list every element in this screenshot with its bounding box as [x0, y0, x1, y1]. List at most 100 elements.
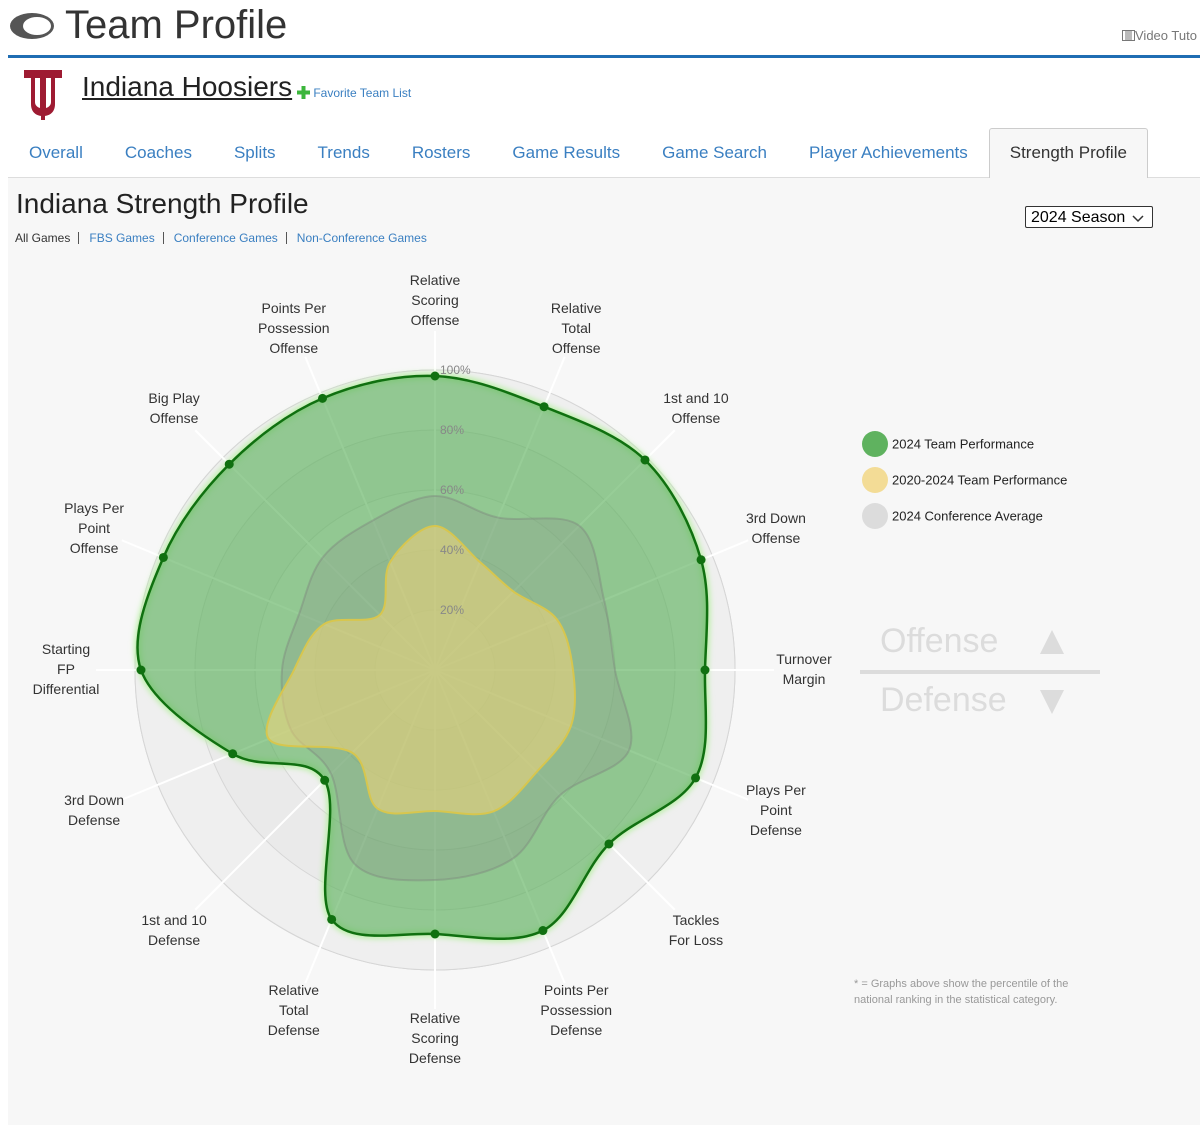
data-point	[640, 455, 650, 465]
r-tick-label: 100%	[440, 363, 471, 377]
tab[interactable]: Trends	[317, 143, 370, 162]
category-label-line: Defense	[148, 932, 200, 948]
category-label-line: Tackles	[673, 912, 720, 928]
category-label: Starting FP Differential	[33, 641, 100, 697]
category-label-line: Scoring	[411, 1030, 458, 1046]
category-label: 3rd Down Defense	[64, 792, 124, 828]
direction-key-top: Offense	[880, 622, 998, 660]
filter-link[interactable]: Conference Games	[174, 232, 287, 244]
category-label-line: Defense	[409, 1050, 461, 1066]
video-link-text[interactable]: Video Tuto	[1135, 28, 1197, 43]
category-label: 3rd Down Offense	[746, 509, 806, 545]
category-label: Points Per Possession Defense	[540, 982, 612, 1038]
tab[interactable]: Overall	[29, 143, 83, 162]
tab[interactable]: Splits	[233, 143, 276, 162]
category-label-line: Margin	[783, 671, 826, 687]
r-tick-label: 60%	[440, 483, 464, 497]
category-label-line: Defense	[268, 1022, 320, 1038]
category-label: Relative Total Offense	[551, 300, 602, 356]
category-label: Relative Scoring Offense	[410, 272, 461, 328]
category-label: Plays Per Point Offense	[64, 499, 124, 555]
category-label-line: Relative	[551, 300, 602, 316]
data-point	[228, 749, 238, 759]
category-label-line: Possession	[540, 1002, 612, 1018]
team-logo	[24, 70, 62, 120]
category-label-line: Offense	[752, 529, 801, 545]
video-link[interactable]: Video Tuto	[1122, 28, 1197, 43]
series-area	[265, 524, 577, 816]
data-point	[604, 839, 614, 849]
legend-label: 2024 Team Performance	[892, 436, 1034, 451]
season-text[interactable]: 2024 Season	[1031, 209, 1126, 226]
category-label-line: Offense	[70, 539, 119, 555]
category-label: Relative Scoring Defense	[409, 1010, 461, 1066]
category-label-line: Starting	[42, 641, 90, 657]
category-label-line: 1st and 10	[141, 912, 207, 928]
category-label-line: Plays Per	[746, 782, 806, 798]
category-label: Relative Total Defense	[268, 982, 320, 1038]
r-tick-label: 20%	[440, 603, 464, 617]
season-select[interactable]: 2024 Season	[1025, 206, 1153, 228]
tab[interactable]: Player Achievements	[809, 143, 968, 162]
film-icon	[1122, 30, 1135, 41]
category-label-line: Total	[279, 1002, 309, 1018]
legend-swatch	[862, 503, 888, 529]
category-label-line: Point	[78, 519, 110, 535]
data-point	[696, 555, 706, 565]
category-label: 1st and 10 Offense	[663, 390, 729, 426]
data-point	[320, 775, 330, 785]
section-title: Indiana Strength Profile	[16, 188, 309, 219]
tab[interactable]: Game Results	[512, 143, 621, 162]
down-arrow	[1040, 690, 1064, 714]
category-label-line: Scoring	[411, 292, 458, 308]
category-label: Plays Per Point Defense	[746, 782, 806, 838]
tab[interactable]: Coaches	[124, 143, 192, 162]
category-label-line: Relative	[410, 1010, 461, 1026]
category-label-line: Turnover	[776, 651, 832, 667]
category-label-line: Total	[561, 320, 591, 336]
data-point	[136, 665, 146, 675]
legend-swatch	[862, 467, 888, 493]
tab[interactable]: Strength Profile	[988, 128, 1148, 178]
up-arrow	[1040, 630, 1064, 654]
category-label-line: For Loss	[669, 932, 723, 948]
legend-label: 2020-2024 Team Performance	[892, 472, 1067, 487]
category-label-line: 3rd Down	[746, 509, 806, 525]
r-tick-label: 80%	[440, 423, 464, 437]
logo-icon	[10, 13, 54, 39]
favorite-link-text[interactable]: Favorite Team List	[313, 86, 412, 100]
direction-key-bottom: Defense	[880, 681, 1007, 719]
data-point	[327, 914, 337, 924]
category-label-line: Relative	[410, 272, 461, 288]
category-label-line: Defense	[550, 1022, 602, 1038]
tab[interactable]: Rosters	[411, 143, 471, 162]
key-divider	[860, 670, 1100, 674]
data-point	[430, 371, 440, 381]
category-label-line: FP	[57, 661, 75, 677]
data-point	[691, 773, 701, 783]
team-name[interactable]: Indiana Hoosiers	[82, 71, 293, 102]
category-label-line: Points Per	[544, 982, 609, 998]
chevron	[1132, 215, 1144, 223]
category-label-line: 1st and 10	[663, 390, 729, 406]
data-point	[158, 552, 168, 562]
category-label-line: Defense	[68, 812, 120, 828]
filter-link[interactable]: Non-Conference Games	[296, 231, 427, 245]
data-point	[317, 393, 327, 403]
category-label-line: 3rd Down	[64, 792, 124, 808]
category-label-line: Points Per	[261, 300, 326, 316]
category-label-line: Relative	[268, 982, 319, 998]
header-rule	[8, 55, 1200, 58]
category-label-line: Point	[760, 802, 792, 818]
favorite-link[interactable]: Favorite Team List	[297, 86, 411, 100]
category-label-line: Plays Per	[64, 499, 124, 515]
tab[interactable]: Game Search	[662, 143, 767, 162]
category-label-line: Offense	[411, 312, 460, 328]
category-label: Tackles For Loss	[669, 912, 723, 948]
category-label-line: Offense	[150, 410, 199, 426]
filter-link[interactable]: All Games	[15, 232, 80, 244]
legend-swatch	[862, 431, 888, 457]
page-header: Team Profile	[65, 3, 288, 47]
filter-link[interactable]: FBS Games	[89, 232, 164, 244]
